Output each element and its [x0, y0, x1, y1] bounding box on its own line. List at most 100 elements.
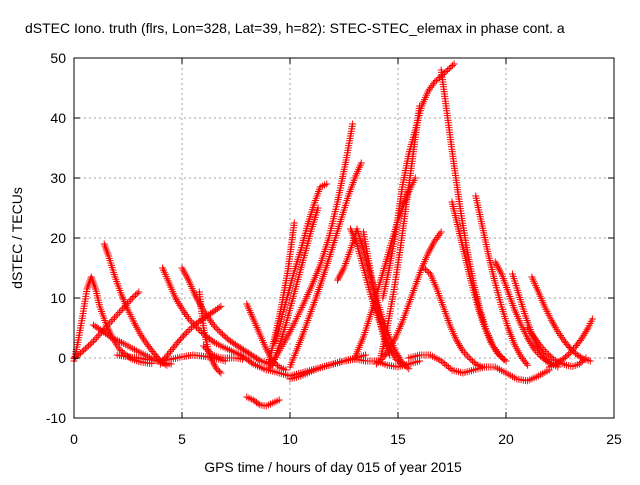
data-point	[524, 361, 532, 369]
data-point-fill	[181, 330, 189, 338]
data-point	[530, 333, 538, 341]
data-point-fill	[214, 326, 222, 333]
data-point	[578, 335, 586, 343]
data-point-fill	[426, 85, 434, 93]
data-point-fill	[583, 326, 591, 334]
data-point-fill	[456, 341, 464, 349]
data-point-fill	[533, 337, 541, 345]
data-point-fill	[91, 335, 99, 343]
y-tick-label: 0	[58, 350, 66, 366]
data-point-fill	[178, 334, 186, 342]
data-point-fill	[186, 325, 194, 333]
data-point-fill	[127, 296, 135, 304]
data-point-fill	[563, 352, 571, 360]
data-point-fill	[80, 346, 88, 354]
data-point-fill	[384, 347, 392, 355]
series-29	[448, 198, 508, 364]
data-point-fill	[544, 357, 552, 365]
series-34	[528, 273, 594, 365]
x-tick-label: 10	[282, 431, 298, 447]
data-point-fill	[460, 349, 468, 357]
data-point-fill	[578, 354, 586, 362]
data-point	[182, 329, 190, 337]
data-point-fill	[383, 349, 391, 357]
data-point-fill	[107, 317, 115, 325]
data-point-fill	[175, 337, 183, 345]
series-17	[271, 180, 331, 347]
data-point-fill	[201, 344, 209, 352]
data-point-fill	[85, 342, 93, 350]
data-point	[588, 315, 596, 323]
data-point-fill	[454, 340, 462, 348]
data-point	[200, 342, 208, 350]
data-point-fill	[164, 351, 172, 359]
y-tick-label: 10	[50, 290, 66, 306]
data-point-fill	[188, 318, 196, 326]
data-point-fill	[254, 400, 262, 408]
data-point-fill	[173, 296, 181, 304]
data-point	[500, 356, 508, 364]
data-point-fill	[171, 342, 179, 350]
data-point-fill	[439, 359, 447, 366]
data-point-fill	[174, 298, 182, 306]
data-point-fill	[580, 331, 588, 339]
data-point	[128, 294, 136, 302]
data-point-fill	[433, 233, 441, 241]
data-point-fill	[111, 314, 118, 322]
data-point	[565, 350, 573, 358]
data-point	[541, 354, 549, 362]
data-point-fill	[469, 357, 477, 365]
data-point	[323, 180, 331, 188]
data-point-fill	[442, 68, 450, 75]
data-point-fill	[526, 328, 534, 336]
data-point-fill	[194, 325, 202, 333]
data-point-fill	[130, 293, 138, 300]
data-point-fill	[545, 351, 553, 359]
data-point-fill	[529, 331, 537, 339]
y-tick-label: 20	[50, 230, 66, 246]
data-point-fill	[105, 332, 113, 340]
y-tick-label: 40	[50, 110, 66, 126]
data-point-fill	[570, 345, 577, 353]
data-point-fill	[435, 232, 443, 240]
series-37	[329, 355, 424, 371]
data-point-fill	[527, 329, 535, 337]
y-axis-label: dSTEC / TECUs	[9, 187, 25, 289]
data-layer	[70, 60, 596, 410]
data-point-fill	[531, 335, 539, 343]
data-point	[357, 159, 365, 167]
data-point-fill	[169, 344, 177, 352]
data-point-fill	[193, 323, 201, 331]
data-point-fill	[446, 365, 454, 372]
data-point-fill	[168, 346, 176, 354]
data-point-fill	[497, 353, 505, 360]
data-point-fill	[274, 362, 282, 369]
data-point-fill	[434, 75, 442, 83]
data-point	[115, 345, 123, 353]
series-12	[243, 393, 283, 410]
data-point-fill	[467, 356, 475, 363]
data-point	[524, 324, 532, 332]
series-35	[545, 315, 596, 371]
data-point	[217, 329, 225, 337]
data-point-fill	[212, 324, 220, 332]
data-point	[575, 360, 583, 368]
data-point	[545, 366, 553, 374]
data-point-fill	[423, 267, 431, 275]
data-point-fill	[114, 310, 122, 318]
data-point	[586, 357, 594, 365]
data-point	[362, 351, 370, 359]
data-point-fill	[117, 347, 125, 354]
data-point-fill	[133, 290, 141, 297]
data-point-fill	[132, 291, 140, 299]
data-point-fill	[458, 345, 466, 353]
data-point-fill	[436, 230, 444, 238]
data-point	[465, 354, 473, 362]
data-point-fill	[94, 332, 102, 340]
data-point-fill	[176, 301, 184, 309]
data-point	[172, 294, 180, 302]
data-point-fill	[380, 352, 388, 360]
data-point-fill	[254, 355, 262, 363]
data-point-fill	[119, 348, 127, 356]
